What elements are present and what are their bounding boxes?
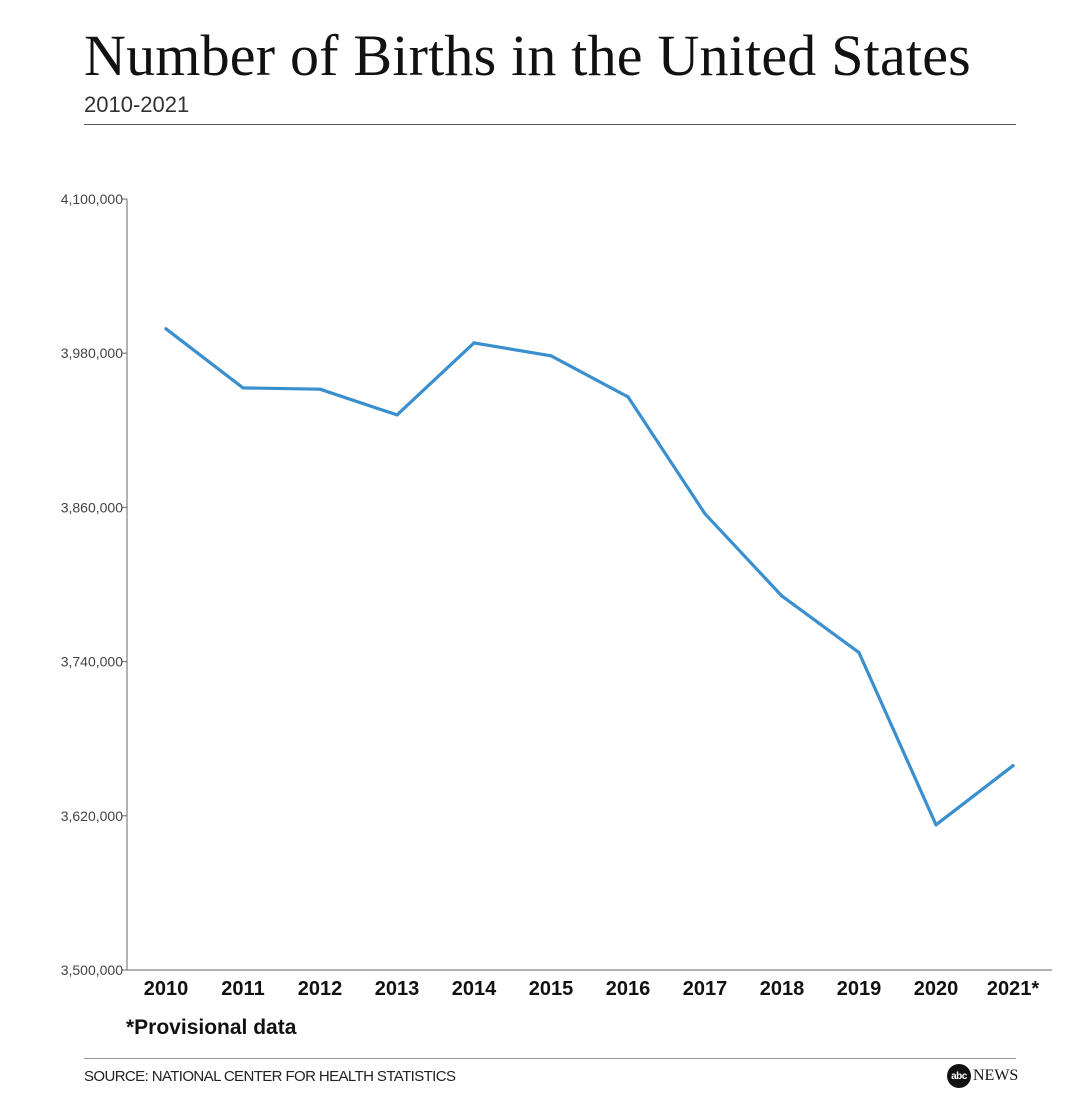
footer-divider	[84, 1058, 1016, 1059]
x-tick-label: 2012	[298, 978, 343, 1000]
y-tick-label: 3,980,000	[61, 345, 123, 361]
abc-logo-mark: abc	[947, 1064, 971, 1088]
data-point	[395, 413, 399, 417]
x-tick-label: 2020	[914, 978, 959, 1000]
x-tick-label: 2011	[221, 978, 264, 1000]
chart-axes	[126, 199, 1052, 971]
data-point	[318, 387, 322, 391]
y-tick-label: 3,620,000	[61, 808, 123, 824]
data-point	[703, 512, 707, 516]
x-tick-label: 2016	[606, 978, 651, 1000]
x-tick-label: 2010	[144, 978, 189, 1000]
data-point	[626, 395, 630, 399]
data-point	[1011, 764, 1015, 768]
data-points	[164, 327, 1015, 827]
abc-news-logo: abc NEWS	[947, 1064, 1018, 1088]
provisional-footnote: *Provisional data	[126, 1016, 297, 1039]
data-point	[780, 594, 784, 598]
source-credit: SOURCE: NATIONAL CENTER FOR HEALTH STATI…	[84, 1068, 456, 1085]
x-tick-label: 2019	[837, 978, 882, 1000]
y-tick-label: 3,500,000	[61, 962, 123, 978]
x-tick-label: 2013	[375, 978, 420, 1000]
y-tick-label: 3,860,000	[61, 499, 123, 515]
line-chart: 4,100,000 3,980,000 3,860,000 3,740,000 3,62…	[61, 191, 1052, 1000]
y-tick-label: 3,740,000	[61, 654, 123, 670]
x-tick-label: 2015	[529, 978, 574, 1000]
chart-title: Number of Births in the United States	[84, 23, 971, 88]
data-point	[164, 327, 168, 331]
y-tick-label: 4,100,000	[61, 191, 123, 207]
y-axis-ticks: 4,100,000 3,980,000 3,860,000 3,740,000 3,62…	[61, 191, 127, 978]
chart-subtitle: 2010-2021	[84, 92, 190, 117]
data-point	[549, 354, 553, 358]
title-divider	[84, 124, 1016, 125]
news-logo-text: NEWS	[973, 1067, 1019, 1084]
x-tick-label: 2021*	[987, 978, 1039, 1000]
x-tick-label: 2017	[683, 978, 728, 1000]
data-point	[241, 386, 245, 390]
data-point	[472, 341, 476, 345]
x-tick-label: 2018	[760, 978, 805, 1000]
data-point	[857, 651, 861, 655]
births-series-line	[164, 327, 1015, 827]
x-axis-ticks: 2010 2011 2012 2013 2014 2015 2016 2017 2018 2019…	[144, 978, 1040, 1000]
x-tick-label: 2014	[452, 978, 497, 1000]
data-point	[934, 823, 938, 827]
